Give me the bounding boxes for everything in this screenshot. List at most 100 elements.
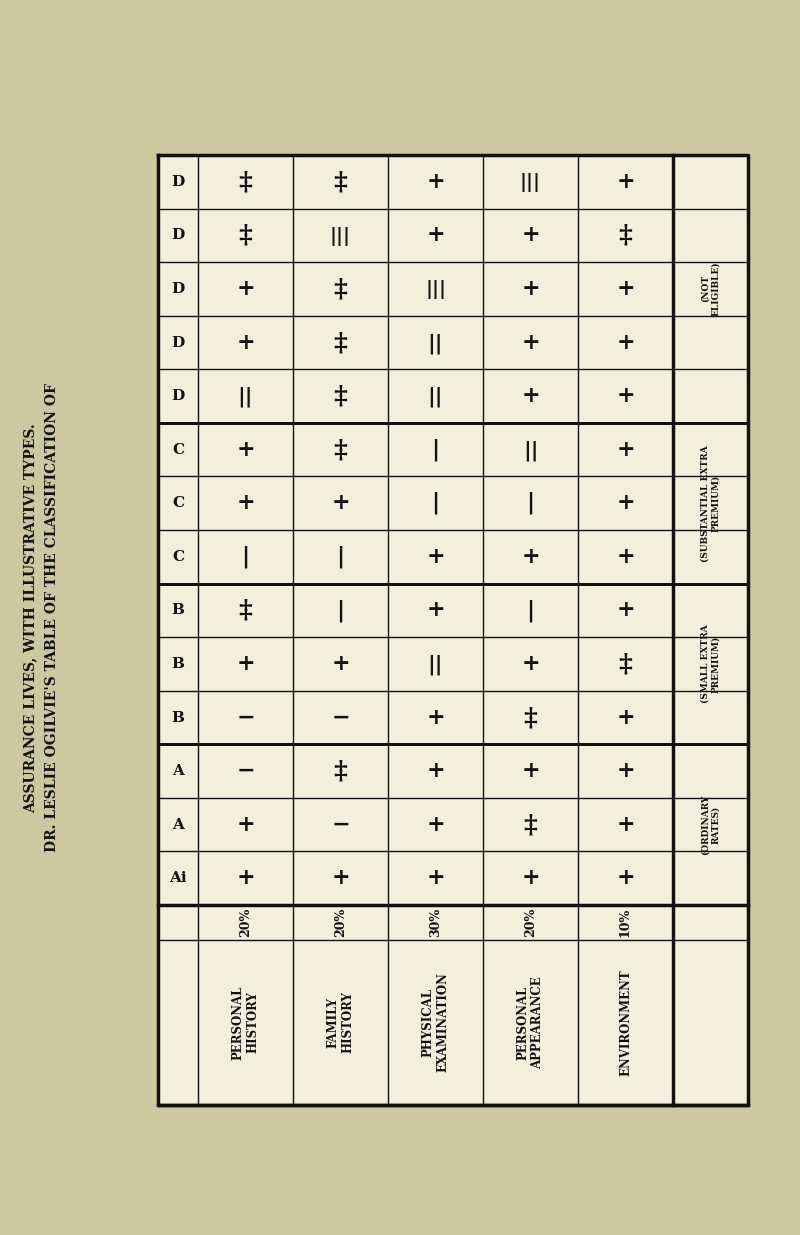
Text: |: |	[526, 492, 534, 515]
Text: PHYSICAL
EXAMINATION: PHYSICAL EXAMINATION	[422, 973, 450, 1072]
Text: ‡: ‡	[523, 813, 538, 837]
Text: +: +	[426, 599, 445, 621]
Text: FAMILY
HISTORY: FAMILY HISTORY	[326, 992, 354, 1053]
Text: DR. LESLIE OGILVIE'S TABLE OF THE CLASSIFICATION OF: DR. LESLIE OGILVIE'S TABLE OF THE CLASSI…	[45, 384, 59, 852]
Text: +: +	[616, 170, 635, 193]
Text: ‡: ‡	[238, 222, 253, 248]
Text: ‡: ‡	[618, 651, 633, 677]
Text: 10%: 10%	[619, 908, 632, 937]
Text: |: |	[526, 599, 534, 621]
Text: ‡: ‡	[523, 705, 538, 730]
Text: |: |	[431, 438, 439, 461]
Text: +: +	[331, 653, 350, 676]
Text: −: −	[331, 814, 350, 836]
Text: ASSURANCE LIVES, WITH ILLUSTRATIVE TYPES.: ASSURANCE LIVES, WITH ILLUSTRATIVE TYPES…	[23, 424, 37, 813]
Text: C: C	[172, 550, 184, 564]
Text: −: −	[236, 760, 255, 782]
Text: 30%: 30%	[429, 908, 442, 937]
Text: +: +	[331, 867, 350, 889]
Text: ENVIRONMENT: ENVIRONMENT	[619, 969, 632, 1076]
Text: D: D	[171, 336, 185, 350]
Text: +: +	[616, 867, 635, 889]
Text: +: +	[521, 278, 540, 300]
Text: +: +	[521, 331, 540, 353]
Text: +: +	[426, 546, 445, 568]
Text: +: +	[616, 385, 635, 408]
Text: ‡: ‡	[334, 437, 347, 462]
Text: ||: ||	[238, 387, 254, 408]
Text: ‡: ‡	[238, 169, 253, 194]
Text: +: +	[616, 278, 635, 300]
Text: ‡: ‡	[334, 384, 347, 409]
Text: +: +	[236, 653, 255, 676]
Text: D: D	[171, 389, 185, 403]
Text: ||: ||	[428, 655, 443, 676]
Text: +: +	[426, 170, 445, 193]
Text: 20%: 20%	[524, 908, 537, 937]
Text: +: +	[616, 814, 635, 836]
Text: −: −	[331, 706, 350, 729]
Text: B: B	[171, 604, 185, 618]
Text: 20%: 20%	[239, 908, 252, 937]
Text: (ORDINARY
RATES): (ORDINARY RATES)	[701, 794, 720, 855]
Bar	[158, 156, 748, 1105]
Text: |||: |||	[425, 280, 446, 299]
Text: +: +	[236, 814, 255, 836]
Text: A: A	[172, 764, 184, 778]
Text: ||: ||	[428, 387, 443, 408]
Text: ‡: ‡	[334, 277, 347, 301]
Text: D: D	[171, 228, 185, 242]
Text: +: +	[521, 760, 540, 782]
Text: (SMALL EXTRA
PREMIUM): (SMALL EXTRA PREMIUM)	[701, 625, 720, 703]
Text: +: +	[616, 760, 635, 782]
Text: B: B	[171, 710, 185, 725]
Text: +: +	[236, 493, 255, 514]
Text: +: +	[521, 225, 540, 246]
Text: +: +	[616, 438, 635, 461]
Text: ||: ||	[428, 333, 443, 353]
Text: +: +	[426, 225, 445, 246]
Text: PERSONAL
APPEARANCE: PERSONAL APPEARANCE	[517, 976, 545, 1068]
Text: ||: ||	[522, 441, 538, 461]
Text: Ai: Ai	[169, 871, 187, 885]
Text: +: +	[426, 814, 445, 836]
Text: ‡: ‡	[334, 169, 347, 194]
Text: +: +	[236, 867, 255, 889]
Text: +: +	[331, 493, 350, 514]
Text: −: −	[236, 706, 255, 729]
Text: ‡: ‡	[334, 758, 347, 783]
Text: B: B	[171, 657, 185, 671]
Text: +: +	[616, 706, 635, 729]
Text: PERSONAL
HISTORY: PERSONAL HISTORY	[231, 986, 259, 1060]
Text: C: C	[172, 442, 184, 457]
Text: A: A	[172, 818, 184, 831]
Text: 20%: 20%	[334, 908, 347, 937]
Text: +: +	[426, 867, 445, 889]
Text: |: |	[431, 492, 439, 515]
Text: ‡: ‡	[238, 598, 253, 622]
Text: ‡: ‡	[618, 222, 633, 248]
Text: |: |	[242, 546, 250, 568]
Text: ‡: ‡	[334, 330, 347, 354]
Text: +: +	[426, 760, 445, 782]
Text: +: +	[426, 706, 445, 729]
Text: +: +	[521, 653, 540, 676]
Text: |||: |||	[330, 227, 351, 246]
Text: |||: |||	[520, 173, 541, 193]
Text: +: +	[236, 331, 255, 353]
Text: +: +	[521, 867, 540, 889]
Text: |: |	[337, 599, 345, 621]
Text: +: +	[521, 385, 540, 408]
Text: +: +	[616, 546, 635, 568]
Text: (NOT
ELIGIBLE): (NOT ELIGIBLE)	[701, 262, 720, 316]
Text: +: +	[616, 493, 635, 514]
Text: +: +	[616, 599, 635, 621]
Text: D: D	[171, 282, 185, 296]
Text: +: +	[521, 546, 540, 568]
Text: |: |	[337, 546, 345, 568]
Text: C: C	[172, 496, 184, 510]
Text: +: +	[616, 331, 635, 353]
Text: (SUBSTANTIAL EXTRA
PREMIUM): (SUBSTANTIAL EXTRA PREMIUM)	[701, 445, 720, 562]
Text: D: D	[171, 175, 185, 189]
Text: +: +	[236, 278, 255, 300]
